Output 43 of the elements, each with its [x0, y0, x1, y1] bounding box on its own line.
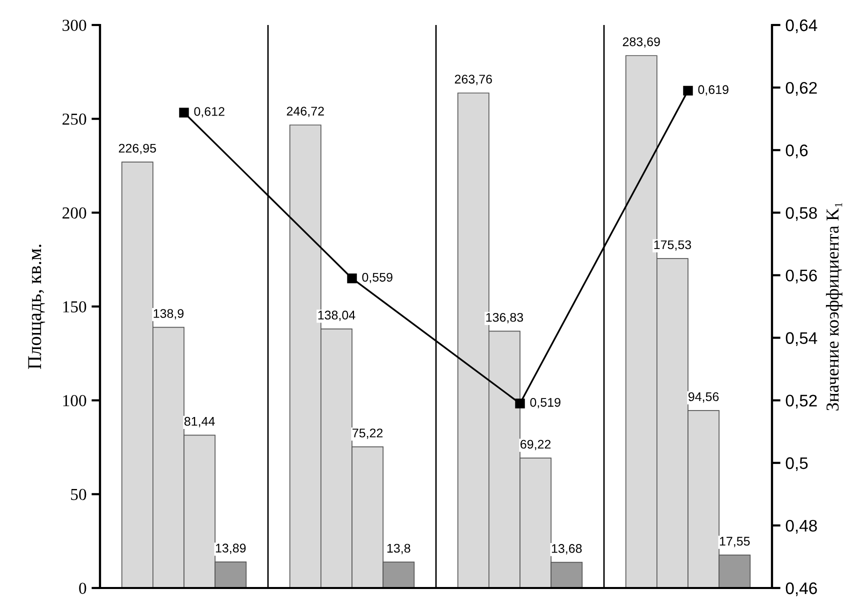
y2-tick-label: 0,64: [786, 19, 818, 34]
point: [347, 273, 357, 284]
y-tick-label: 250: [62, 114, 86, 125]
y-tick-label: 0: [79, 582, 86, 594]
y2-tick-label: 0,54: [786, 332, 818, 346]
data-label: 13,68: [552, 544, 582, 554]
data-label: 175,53: [654, 240, 692, 251]
y-tick-label: 300: [62, 20, 86, 31]
data-label: 136,83: [486, 312, 524, 324]
data-label: 0,519: [530, 398, 560, 408]
data-label: 283,69: [622, 37, 660, 48]
y-tick-label: 50: [71, 488, 86, 500]
y-tick-label: 150: [63, 301, 86, 312]
y2-tick-label: 0,48: [786, 520, 817, 534]
y2-tick-label: 0,52: [786, 394, 817, 409]
y-tick-label: 200: [62, 207, 86, 219]
data-label: 13,8: [387, 544, 410, 554]
data-label: 246,72: [286, 106, 324, 118]
data-label: 94,56: [688, 392, 719, 403]
y-axis-title: Площадь, кв.м.: [28, 244, 46, 370]
y2-axis-title: Значение коэффициента K₁: [826, 202, 842, 410]
point: [515, 398, 525, 408]
data-label: 138,04: [318, 310, 356, 322]
data-label: 75,22: [352, 428, 383, 439]
data-label: 0,559: [362, 272, 392, 284]
y2-tick-label: 0,6: [786, 144, 808, 158]
data-label: 69,22: [520, 440, 551, 450]
y2-tick-label: 0,62: [786, 82, 817, 96]
data-label: 138,9: [154, 309, 184, 320]
y2-tick-label: 0,58: [786, 207, 817, 221]
y2-tick-label: 0,5: [786, 457, 808, 472]
point: [683, 86, 693, 96]
data-label: 17,55: [720, 536, 750, 548]
point: [179, 108, 189, 118]
data-label: 13,89: [216, 544, 246, 554]
y2-tick-label: 0,56: [786, 270, 817, 284]
data-label: 81,44: [184, 416, 215, 428]
data-label: 0,612: [194, 107, 224, 118]
y2-tick-label: 0,46: [786, 582, 817, 596]
data-label: 263,76: [454, 74, 492, 86]
y-tick-label: 100: [63, 395, 86, 406]
data-label: 226,95: [118, 144, 156, 154]
data-label: 0,619: [698, 85, 728, 96]
